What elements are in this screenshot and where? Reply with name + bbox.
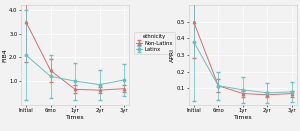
- Y-axis label: APRI: APRI: [170, 48, 175, 62]
- X-axis label: Times: Times: [66, 115, 84, 120]
- X-axis label: Times: Times: [234, 115, 252, 120]
- Legend: Non-Latinx, Latinx: Non-Latinx, Latinx: [134, 32, 175, 54]
- Y-axis label: FIB4: FIB4: [2, 48, 7, 62]
